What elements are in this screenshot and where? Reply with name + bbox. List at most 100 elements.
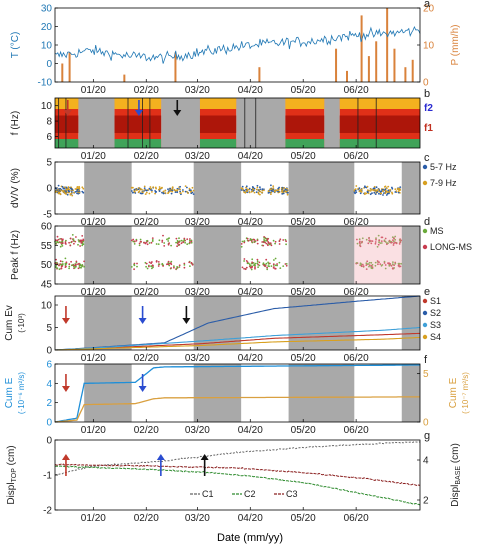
data-point — [61, 185, 64, 188]
y-tick-label: -5 — [43, 210, 52, 221]
data-point — [61, 189, 64, 192]
y-axis-title: DisplTOP (cm) — [6, 445, 18, 504]
y-tick-label-right: 0 — [423, 418, 429, 429]
data-point — [375, 238, 377, 241]
data-point — [176, 191, 179, 194]
data-point — [269, 242, 272, 245]
data-point — [255, 191, 258, 194]
data-point — [278, 240, 281, 243]
data-point — [133, 263, 136, 266]
data-point — [267, 261, 269, 264]
data-point — [182, 190, 184, 193]
data-point — [170, 260, 173, 263]
x-tick-label: 05/20 — [291, 287, 316, 298]
panel-e: 0 5 10 01/20 02/20 03/20 04/20 05/20 06/20 e Cum E… — [4, 286, 441, 364]
data-point — [145, 265, 148, 268]
data-point — [78, 240, 80, 243]
data-point — [243, 240, 246, 243]
data-point — [186, 243, 189, 246]
data-point — [148, 261, 151, 264]
data-point — [355, 191, 358, 194]
data-point — [261, 191, 263, 194]
x-tick-label: 05/20 — [291, 217, 316, 228]
data-point — [393, 240, 395, 243]
data-point — [68, 265, 71, 268]
data-point — [286, 191, 289, 194]
x-tick-label: 06/20 — [344, 287, 369, 298]
data-point — [371, 240, 374, 243]
data-point — [365, 192, 368, 195]
data-point — [277, 190, 280, 193]
data-point — [55, 266, 57, 268]
legend-7-9-hz: 7-9 Hz — [430, 178, 457, 188]
data-point — [60, 242, 62, 244]
data-point — [78, 262, 80, 265]
data-point — [362, 265, 365, 267]
data-point — [397, 191, 400, 194]
series-c3 — [54, 463, 421, 486]
data-point — [158, 239, 161, 242]
data-point — [138, 244, 141, 247]
heatmap-band-f1 — [114, 115, 162, 133]
data-point — [394, 241, 397, 244]
data-point — [82, 240, 85, 243]
data-point — [397, 190, 400, 193]
data-point — [61, 239, 64, 242]
heatmap-band-high — [199, 98, 237, 109]
x-tick-label: 01/20 — [81, 85, 106, 96]
panel-letter-e: e — [424, 286, 430, 298]
data-point — [137, 191, 140, 194]
legend-marker — [422, 310, 428, 316]
data-point — [78, 191, 81, 194]
data-point — [58, 264, 60, 267]
y-tick-label: 6 — [46, 360, 52, 371]
y-axis-title-right: DisplBASE (cm) — [450, 443, 462, 507]
data-point — [248, 187, 251, 190]
data-point — [285, 263, 288, 265]
y-tick-label-right: 0 — [423, 78, 429, 89]
precip-bar — [335, 48, 338, 82]
data-point — [380, 242, 383, 244]
x-tick-label: 01/20 — [81, 151, 106, 162]
data-point — [141, 188, 143, 191]
data-point — [264, 241, 266, 244]
event-arrow-head — [61, 386, 70, 392]
data-point — [176, 266, 179, 268]
x-tick-label: 06/20 — [344, 513, 369, 524]
data-point — [392, 239, 394, 242]
data-point — [374, 264, 377, 267]
data-point — [384, 192, 387, 195]
data-point — [265, 239, 268, 242]
annotation-f2: f2 — [424, 103, 433, 114]
data-point — [355, 185, 358, 187]
data-point — [380, 240, 383, 243]
data-point — [143, 187, 146, 190]
data-point — [391, 263, 394, 266]
data-gap — [161, 98, 200, 148]
data-point — [394, 191, 397, 193]
data-point — [71, 194, 74, 197]
data-point — [161, 241, 164, 243]
data-point — [75, 260, 78, 263]
data-point — [399, 186, 402, 189]
x-tick-label: 02/20 — [134, 425, 159, 436]
data-gap — [324, 98, 340, 148]
x-tick-label: 06/20 — [344, 85, 369, 96]
data-point — [161, 239, 164, 242]
data-point — [265, 258, 268, 261]
data-point — [400, 262, 402, 265]
data-point — [176, 239, 179, 242]
data-point — [392, 261, 394, 263]
data-point — [180, 242, 183, 245]
data-point — [73, 240, 75, 242]
data-point — [284, 238, 287, 241]
data-point — [154, 186, 157, 189]
data-point — [57, 238, 60, 241]
data-point — [251, 241, 254, 244]
data-point — [384, 185, 387, 188]
data-point — [55, 258, 57, 261]
precip-bar — [360, 15, 363, 82]
data-point — [243, 191, 246, 194]
panel-letter-d: d — [424, 216, 430, 228]
data-point — [166, 263, 168, 266]
